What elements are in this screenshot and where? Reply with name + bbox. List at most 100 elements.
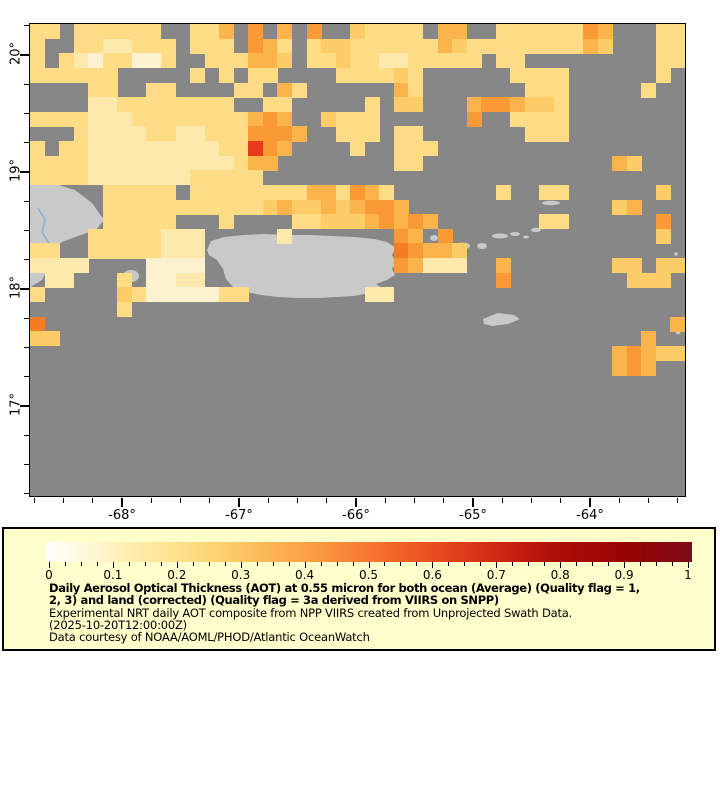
aot-cell (670, 24, 685, 40)
aot-cell (321, 53, 337, 69)
colorbar-minor-tick (400, 562, 402, 566)
aot-cell (364, 24, 380, 40)
y-minor-tick (24, 229, 29, 232)
y-major-tick (20, 54, 29, 56)
aot-cell (670, 345, 685, 361)
colorbar-major-tick (304, 562, 306, 568)
aot-cell (408, 155, 424, 171)
aot-cell (626, 155, 642, 171)
aot-cell (161, 97, 177, 113)
aot-cell (364, 38, 380, 54)
aot-cell (73, 170, 89, 186)
colorbar-major-tick (624, 562, 626, 568)
colorbar-minor-tick (480, 562, 482, 566)
aot-cell (190, 272, 206, 288)
aot-cell (117, 126, 133, 142)
aot-cell (437, 243, 453, 259)
aot-cell (73, 53, 89, 69)
aot-cell (510, 38, 526, 54)
colorbar-minor-tick (416, 562, 418, 566)
aot-cell (219, 97, 235, 113)
y-minor-tick (24, 112, 29, 115)
legend-credit: Data courtesy of NOAA/AOML/PHOD/Atlantic… (49, 630, 370, 645)
aot-cell (59, 141, 75, 157)
aot-cell (262, 199, 278, 215)
aot-cell (495, 53, 511, 69)
x-minor-tick (501, 498, 503, 503)
aot-cell (262, 126, 278, 142)
aot-cell (655, 24, 671, 40)
colorbar-major-tick (432, 562, 434, 568)
aot-cell (248, 24, 264, 40)
aot-cell (102, 97, 118, 113)
aot-cell (161, 258, 177, 274)
aot-cell (219, 53, 235, 69)
x-tick-label: -65° (459, 508, 487, 523)
aot-cell (248, 126, 264, 142)
aot-cell (175, 170, 191, 186)
aot-cell (219, 67, 235, 83)
colorbar-minor-tick (64, 562, 66, 566)
aot-cell (306, 38, 322, 54)
colorbar-minor-tick (384, 562, 386, 566)
colorbar-major-tick (112, 562, 114, 568)
aot-cell (44, 111, 60, 127)
aot-cell (161, 111, 177, 127)
aot-cell (190, 199, 206, 215)
aot-cell (190, 97, 206, 113)
aot-cell (262, 38, 278, 54)
aot-cell (350, 38, 366, 54)
aot-cell (408, 67, 424, 83)
x-minor-tick (33, 498, 35, 503)
aot-cell (655, 228, 671, 244)
colorbar-minor-tick (272, 562, 274, 566)
colorbar-tick-label: 0.6 (422, 568, 442, 582)
aot-cell (248, 82, 264, 98)
y-minor-tick (24, 493, 29, 495)
x-minor-tick (326, 498, 328, 503)
aot-cell (175, 287, 191, 303)
x-minor-tick (647, 498, 650, 503)
aot-cell (452, 38, 468, 54)
legend-title-line1: Daily Aerosol Optical Thickness (AOT) at… (49, 581, 640, 595)
aot-cell (583, 24, 599, 40)
aot-cell (175, 258, 191, 274)
aot-cell (423, 243, 439, 259)
map-panel (29, 23, 686, 497)
y-minor-tick (24, 376, 29, 378)
aot-cell (161, 287, 177, 303)
aot-cell (408, 24, 424, 40)
aot-cell (161, 243, 177, 259)
aot-cell (321, 111, 337, 127)
aot-cell (350, 126, 366, 142)
aot-cell (190, 287, 206, 303)
aot-cell (88, 53, 104, 69)
x-minor-tick (618, 498, 620, 503)
aot-cell (364, 287, 380, 303)
colorbar-minor-tick (592, 562, 594, 566)
aot-cell (88, 24, 104, 40)
aot-cell (248, 67, 264, 83)
aot-cell (452, 53, 468, 69)
aot-cell (437, 258, 453, 274)
aot-cell (626, 272, 642, 288)
aot-cell (248, 53, 264, 69)
aot-cell (44, 258, 60, 274)
aot-cell (393, 53, 409, 69)
aot-cell (626, 258, 642, 274)
aot-cell (335, 111, 351, 127)
aot-cell (219, 141, 235, 157)
tortola-island (492, 233, 508, 239)
aot-cell (102, 199, 118, 215)
aot-cell (44, 170, 60, 186)
aot-cell (117, 111, 133, 127)
aot-cell (204, 97, 220, 113)
aot-cell (641, 82, 657, 98)
aot-cell (102, 82, 118, 98)
aot-cell (131, 111, 147, 127)
aot-cell (655, 38, 671, 54)
aot-cell (321, 199, 337, 215)
y-minor-tick (24, 317, 29, 319)
aot-cell (117, 170, 133, 186)
aot-cell (393, 214, 409, 230)
